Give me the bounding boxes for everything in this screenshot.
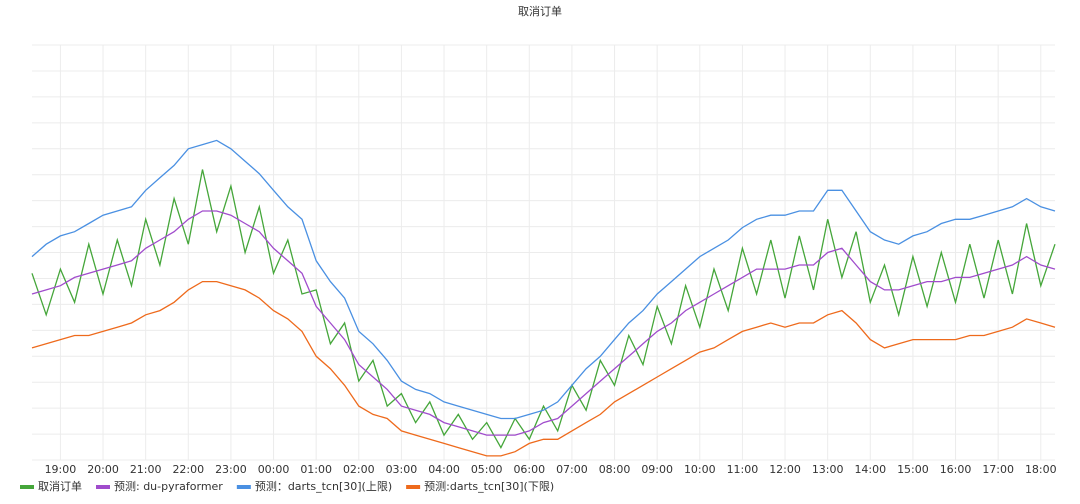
x-tick-label: 17:00 — [982, 463, 1014, 476]
legend-label: 取消订单 — [38, 479, 82, 493]
legend-label: 预测:darts_tcn[30](下限) — [424, 480, 554, 493]
x-tick-label: 12:00 — [769, 463, 801, 476]
x-tick-label: 01:00 — [300, 463, 332, 476]
x-tick-label: 09:00 — [641, 463, 673, 476]
x-tick-label: 04:00 — [428, 463, 460, 476]
x-tick-label: 10:00 — [684, 463, 716, 476]
legend-label: 预测：darts_tcn[30](上限) — [255, 480, 392, 493]
x-tick-label: 18:00 — [1025, 463, 1057, 476]
x-tick-label: 16:00 — [940, 463, 972, 476]
x-tick-label: 00:00 — [258, 463, 290, 476]
x-tick-label: 20:00 — [87, 463, 119, 476]
x-tick-label: 21:00 — [130, 463, 162, 476]
legend-label: 预测: du-pyraformer — [114, 480, 223, 493]
x-tick-label: 19:00 — [45, 463, 77, 476]
x-tick-label: 23:00 — [215, 463, 247, 476]
x-tick-label: 15:00 — [897, 463, 929, 476]
series-line — [31, 210, 1056, 436]
x-tick-label: 05:00 — [471, 463, 503, 476]
x-tick-label: 07:00 — [556, 463, 588, 476]
x-tick-label: 22:00 — [172, 463, 204, 476]
x-tick-label: 13:00 — [812, 463, 844, 476]
x-tick-label: 06:00 — [513, 463, 545, 476]
series-line — [31, 139, 1056, 420]
series-line — [31, 280, 1056, 457]
x-tick-label: 14:00 — [854, 463, 886, 476]
x-tick-label: 08:00 — [599, 463, 631, 476]
series-line — [31, 169, 1056, 449]
x-tick-label: 11:00 — [727, 463, 759, 476]
x-tick-label: 03:00 — [386, 463, 418, 476]
chart-title: 取消订单 — [518, 4, 562, 18]
x-tick-label: 02:00 — [343, 463, 375, 476]
